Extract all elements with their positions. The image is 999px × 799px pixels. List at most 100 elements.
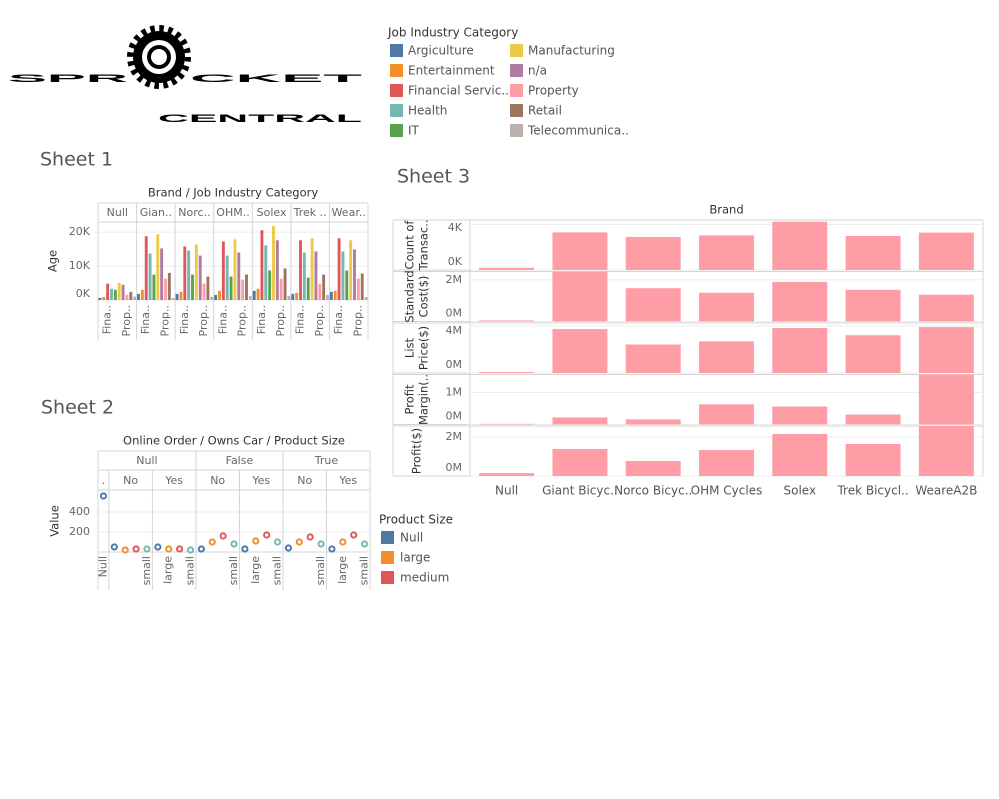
row-label: List: [403, 337, 417, 358]
subgroup-label: Yes: [164, 474, 183, 487]
legend-swatch: [381, 571, 394, 584]
x-tick-label: Prop..: [351, 305, 364, 336]
bar: [299, 240, 302, 300]
bar: [326, 294, 329, 300]
logo-text: SPR: [8, 73, 128, 85]
bar: [221, 241, 225, 300]
subgroup-label: Yes: [338, 474, 357, 487]
bar: [333, 290, 337, 300]
x-tick-label: small: [227, 556, 240, 585]
x-tick-label: Giant Bicyc..: [542, 484, 618, 498]
x-tick-label: Norco Bicyc..: [614, 484, 692, 498]
bar: [295, 292, 299, 300]
bar: [198, 255, 202, 300]
group-label: False: [226, 454, 254, 467]
y-tick-label: 0K: [76, 287, 91, 300]
x-tick-label: small: [271, 556, 284, 585]
bar: [360, 273, 364, 300]
legend-swatch: [390, 84, 403, 97]
point: [186, 546, 195, 554]
point: [176, 545, 184, 553]
bar: [302, 252, 306, 300]
bar: [264, 245, 268, 300]
legend-label: Retail: [528, 104, 562, 118]
x-tick-label: small: [314, 556, 327, 585]
legend-title: Product Size: [379, 513, 453, 527]
facet-label: OHM..: [216, 206, 249, 219]
legend-label: large: [400, 551, 430, 565]
x-tick-label: Null: [96, 556, 109, 577]
bar: [125, 294, 129, 300]
legend-label: Argiculture: [408, 44, 474, 58]
point: [273, 538, 282, 546]
point: [154, 543, 162, 551]
subgroup-label: Yes: [251, 474, 270, 487]
bar: [479, 371, 535, 373]
bar: [214, 294, 218, 300]
legend-label: Property: [528, 84, 579, 98]
bar: [245, 274, 248, 300]
bar: [625, 236, 681, 270]
x-tick-label: Null: [495, 484, 518, 498]
bar: [772, 221, 828, 270]
y-tick-label: 20K: [69, 225, 91, 238]
bar: [287, 295, 291, 300]
x-tick-label: Prop..: [197, 305, 210, 336]
x-tick-label: small: [183, 556, 196, 585]
bar: [167, 272, 171, 300]
facet-label: Null: [107, 206, 128, 219]
y-tick-label: 200: [69, 525, 90, 538]
y-tick-label: 400: [69, 505, 90, 518]
x-tick-label: Prop..: [236, 305, 249, 336]
legend-label: Telecommunica..: [527, 124, 629, 138]
legend-swatch: [510, 44, 523, 57]
bar: [279, 278, 283, 300]
facet-label: Norc..: [178, 206, 210, 219]
bar: [202, 283, 206, 300]
sheet-title: Sheet 1: [40, 149, 113, 171]
row-label: Transac..: [417, 219, 431, 271]
bar: [194, 244, 198, 300]
header: Online Order / Owns Car / Product Size: [123, 434, 345, 448]
bar: [248, 295, 252, 300]
y-tick-label: 0M: [446, 461, 463, 474]
subgroup-label: No: [297, 474, 312, 487]
bar: [148, 253, 152, 300]
y-tick-label: 4K: [448, 221, 463, 234]
bar: [102, 296, 106, 300]
x-tick-label: Prop..: [120, 305, 133, 336]
group-label: True: [314, 454, 339, 467]
bar: [552, 271, 608, 322]
axis-title: Age: [46, 250, 60, 272]
subgroup-label: No: [210, 474, 225, 487]
bar: [699, 404, 754, 425]
point: [306, 533, 314, 541]
bar: [275, 240, 279, 300]
bar: [229, 276, 233, 300]
bar: [237, 252, 241, 300]
bar: [699, 450, 754, 476]
bar: [206, 276, 210, 300]
row-label: Price($): [417, 326, 431, 370]
legend-label: IT: [408, 124, 420, 138]
bar: [552, 329, 608, 373]
x-tick-label: Fina..: [332, 305, 345, 334]
group-label: Null: [136, 454, 157, 467]
legend-swatch: [510, 104, 523, 117]
point: [360, 540, 369, 548]
y-tick-label: 2M: [446, 273, 463, 286]
sheet-title: Sheet 3: [397, 166, 470, 188]
point: [241, 545, 249, 553]
x-tick-label: Solex: [783, 484, 816, 498]
bar: [152, 274, 156, 300]
row-label: Cost($): [417, 276, 431, 318]
bar: [241, 279, 245, 300]
legend-swatch: [381, 531, 394, 544]
x-tick-label: small: [358, 556, 371, 585]
bar: [625, 419, 681, 425]
bar: [625, 460, 681, 476]
bar: [356, 278, 360, 300]
bar: [699, 235, 754, 270]
x-tick-label: OHM Cycles: [691, 484, 763, 498]
x-tick-label: Fina..: [255, 305, 268, 334]
